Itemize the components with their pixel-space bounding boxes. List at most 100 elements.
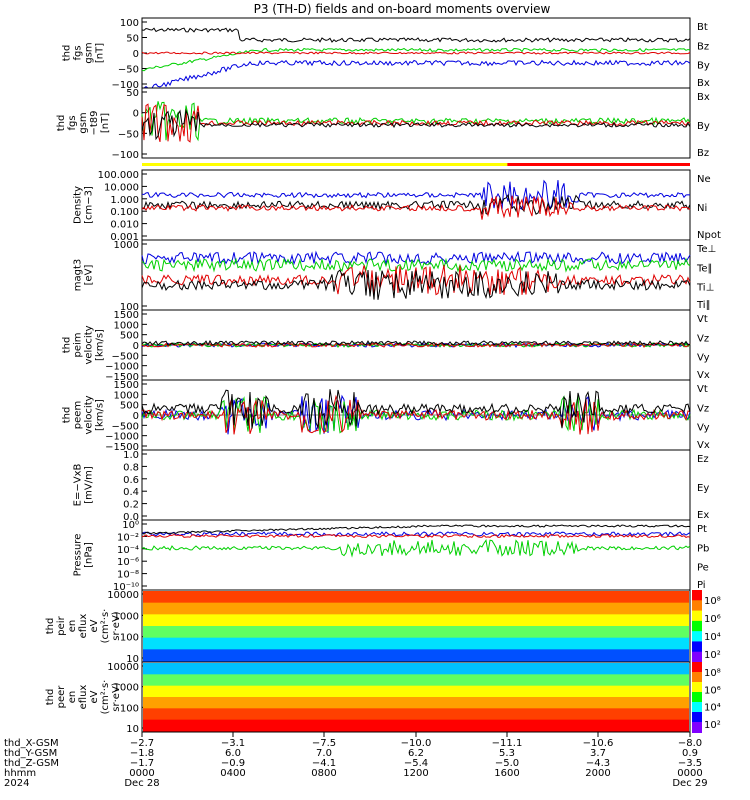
x-row-value: 1200 (403, 768, 428, 779)
legend-Pb: Pb (697, 543, 709, 554)
colorbar-swatch (692, 590, 702, 602)
legend-Ex: Ex (697, 510, 709, 521)
y-tick-label: 100 (120, 703, 139, 714)
y-tick-label: 0.010 (110, 220, 139, 231)
mode-segment-0 (142, 163, 508, 166)
y-tick-label: 500 (120, 401, 139, 412)
y-tick-label: 10⁻¹⁰ (113, 582, 139, 593)
x-row-value: −10.6 (583, 738, 614, 749)
trace-Bx (142, 59, 691, 89)
x-row-label: thd_Z-GSM (4, 758, 59, 769)
y-tick-label: 0.6 (123, 475, 139, 486)
x-row-value: 0800 (311, 768, 336, 779)
y-label-line: [nT] (95, 43, 106, 63)
y-label-line: eV (89, 619, 100, 632)
y-label-line: Density (73, 186, 84, 224)
legend-Ni: Ni (697, 203, 707, 214)
y-label-line: gsm (78, 112, 89, 133)
legend-Ti∥: Ti∥ (696, 300, 711, 311)
colorbar-swatch (692, 662, 702, 673)
y-tick-label: 1000 (114, 240, 139, 251)
x-row-value: Dec 29 (672, 778, 707, 789)
x-row-value: 3.7 (590, 748, 606, 759)
x-row-value: 0400 (220, 768, 245, 779)
spectrogram-band (143, 637, 689, 650)
colorbar-swatch (692, 651, 702, 663)
y-tick-label: −1000 (105, 362, 139, 373)
trace-Vt (141, 339, 691, 346)
panel-4: 1000 100 magt3 [eV] Te⊥ Te∥ Ti⊥ Ti∥ (73, 239, 716, 313)
y-label-line: en (67, 620, 78, 633)
trace-Te-perp (141, 265, 691, 296)
y-axis-label: magt3 [eV] (73, 259, 95, 292)
y-tick-label: 10⁻⁸ (117, 570, 139, 581)
y-tick-label: 1500 (114, 310, 139, 321)
panel-2 (142, 163, 690, 166)
y-axis-label: Pressure [nPa] (73, 534, 95, 577)
legend-Vz: Vz (697, 403, 709, 414)
y-label-line: [nT] (100, 113, 111, 133)
panel-10: 10000 1000 100 10 thd peer en eflux eV (cm²·s· sr·… (45, 661, 721, 735)
x-row-value: 6.2 (408, 748, 424, 759)
trace-Pt (141, 524, 691, 535)
y-tick-label: −100 (112, 80, 139, 91)
y-label-line: peir (56, 615, 67, 635)
y-label-line: en (67, 691, 78, 704)
y-label-line: (cm²·s· (100, 680, 111, 715)
colorbar-tick: 10⁸ (704, 668, 721, 679)
y-label-line: (cm²·s· (100, 609, 111, 644)
y-tick-label: −1000 (105, 432, 139, 443)
y-label-line: Pressure (73, 534, 84, 577)
y-label-line: peer (56, 685, 67, 709)
y-label-line: velocity (84, 325, 95, 364)
y-tick-label: 1000 (114, 320, 139, 331)
spectrogram-band (143, 697, 689, 709)
y-axis-label: thd peir en eflux eV (cm²·s· sr·eV) (45, 609, 122, 644)
spectrogram-band (143, 649, 689, 662)
y-label-line: eflux (78, 685, 89, 710)
panel-9: 10000 1000 100 10 thd peir en eflux eV (cm²·s· sr·… (45, 589, 721, 665)
y-axis-label: thd peim velocity [km/s] (62, 325, 106, 364)
x-row-label: thd_X-GSM (4, 738, 59, 749)
y-tick-label: 0 (133, 109, 139, 120)
y-tick-label: −500 (112, 351, 139, 362)
x-row-value: 1600 (494, 768, 519, 779)
colorbar-swatch (692, 712, 702, 723)
y-tick-label: 100 (120, 633, 139, 644)
y-label-line: [cm−3] (84, 186, 95, 224)
y-tick-label: −50 (118, 65, 139, 76)
x-row-value: 0000 (129, 768, 154, 779)
colorbar-swatch (692, 702, 702, 713)
y-tick-label: 1000 (114, 611, 139, 622)
y-label-line: magt3 (73, 259, 84, 292)
x-row-value: 7.0 (316, 748, 332, 759)
trace-Ti-par (141, 257, 691, 273)
y-tick-label: 10000 (107, 662, 139, 673)
panel-7: 1.00.8 0.60.4 0.20.0 E=−VxB [mV/m] Ez Ey Ex (73, 449, 709, 523)
trace-Vx (141, 394, 691, 435)
y-tick-label: −50 (118, 129, 139, 140)
y-tick-label: 1500 (114, 380, 139, 391)
y-tick-label: 0.8 (123, 462, 139, 473)
trace-Npot (141, 179, 691, 210)
legend-Vx: Vx (697, 440, 710, 451)
y-label-line: eflux (78, 614, 89, 639)
trace-Ti-perp (141, 250, 691, 266)
trace-By (141, 101, 691, 142)
colorbar: 10⁸ 10⁶ 10⁴ 10² (692, 590, 721, 663)
y-tick-label: 500 (120, 331, 139, 342)
legend-Vt: Vt (697, 314, 708, 325)
colorbar-tick: 10⁴ (704, 632, 721, 643)
x-row-value: −4.1 (312, 758, 336, 769)
y-tick-label: 50 (126, 88, 139, 99)
legend-Bt: Bt (697, 22, 708, 33)
spectrogram-band (143, 685, 689, 698)
y-label-line: peem (73, 401, 84, 429)
legend-Ez: Ez (697, 454, 709, 465)
trace-Bt (141, 27, 691, 43)
y-tick-label: 50 (126, 34, 139, 45)
trace-Pi (141, 531, 691, 537)
y-label-line: thd (62, 45, 73, 62)
